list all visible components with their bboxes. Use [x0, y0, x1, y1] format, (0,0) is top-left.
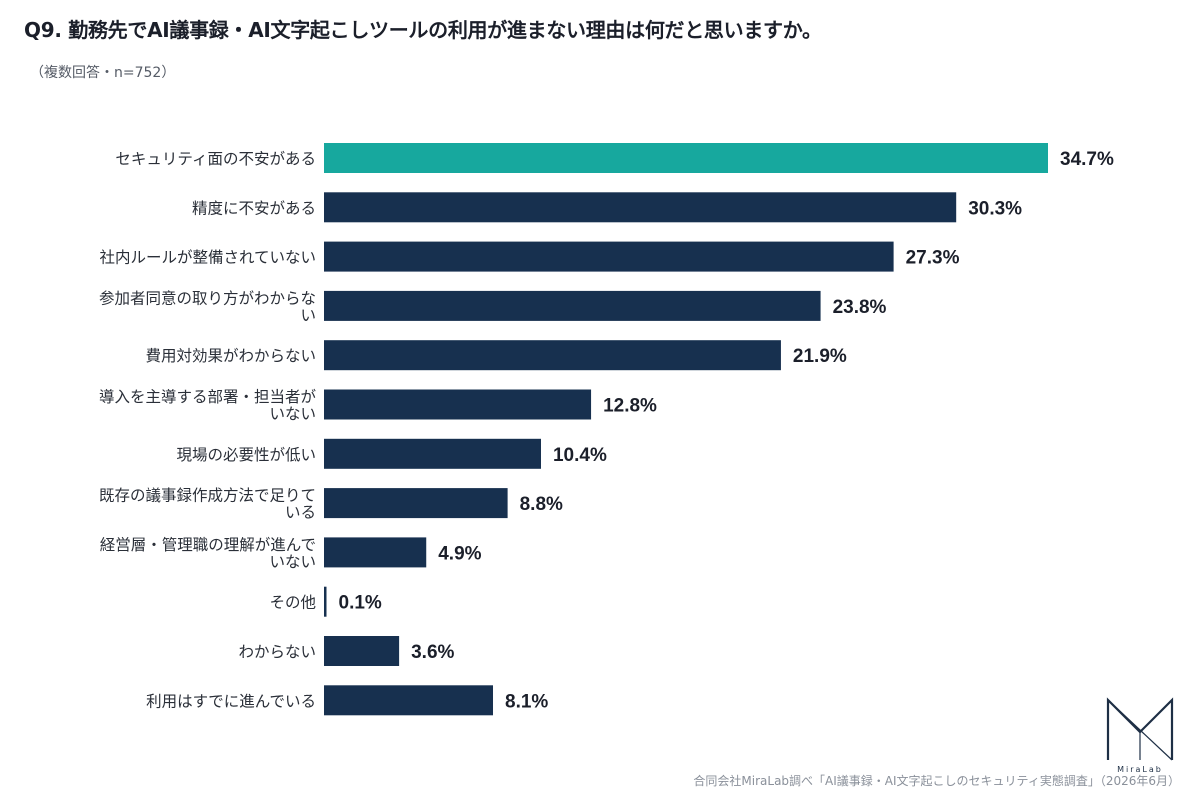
category-label: 精度に不安がある	[192, 199, 316, 217]
bar	[324, 537, 427, 568]
category-label: 利用はすでに進んでいる	[146, 692, 316, 710]
category-label: い	[300, 306, 316, 324]
category-label: セキュリティ面の不安がある	[115, 150, 316, 168]
category-label: その他	[269, 594, 316, 612]
value-label: 12.8%	[603, 396, 657, 417]
value-label: 23.8%	[833, 297, 887, 318]
category-label: いない	[269, 405, 316, 423]
category-label: 社内ルールが整備されていない	[99, 249, 316, 267]
bar	[324, 685, 494, 716]
chart-title: Q9. 勤務先でAI議事録・AI文字起こしツールの利用が進まない理由は何だと思い…	[24, 18, 822, 42]
bar	[324, 389, 592, 420]
value-label: 8.8%	[520, 494, 563, 515]
category-label: いる	[285, 504, 316, 522]
bar	[324, 488, 508, 519]
bar	[324, 143, 1048, 173]
value-label: 21.9%	[793, 346, 847, 367]
bar	[324, 290, 821, 321]
category-label: 導入を主導する部署・担当者が	[99, 388, 317, 406]
chart-subtitle: （複数回答・n=752）	[30, 65, 176, 81]
category-label: 現場の必要性が低い	[176, 446, 316, 464]
bar	[324, 192, 957, 223]
value-label: 4.9%	[438, 543, 481, 564]
bar	[324, 438, 541, 469]
bar	[324, 586, 327, 617]
bar	[324, 340, 781, 371]
category-label: わからない	[238, 643, 316, 661]
category-label: いない	[269, 553, 316, 571]
value-label: 27.3%	[906, 248, 960, 269]
category-label: 既存の議事録作成方法で足りて	[99, 487, 316, 505]
value-label: 30.3%	[968, 198, 1022, 219]
category-label: 経営層・管理職の理解が進んで	[100, 536, 316, 554]
category-label: 参加者同意の取り方がわからな	[99, 288, 316, 307]
value-label: 10.4%	[553, 445, 607, 466]
category-label: 費用対効果がわからない	[145, 347, 316, 365]
value-label: 0.1%	[339, 593, 382, 614]
logo-text: MiraLab	[1117, 765, 1163, 774]
bar	[324, 241, 894, 272]
bar	[324, 636, 400, 666]
source-note: 合同会社MiraLab調べ「AI議事録・AI文字起こしのセキュリティ実態調査」（…	[693, 774, 1180, 788]
miralab-logo: MiraLab	[1106, 697, 1174, 774]
value-label: 3.6%	[411, 642, 454, 663]
value-label: 34.7%	[1060, 149, 1114, 170]
value-label: 8.1%	[505, 691, 548, 712]
